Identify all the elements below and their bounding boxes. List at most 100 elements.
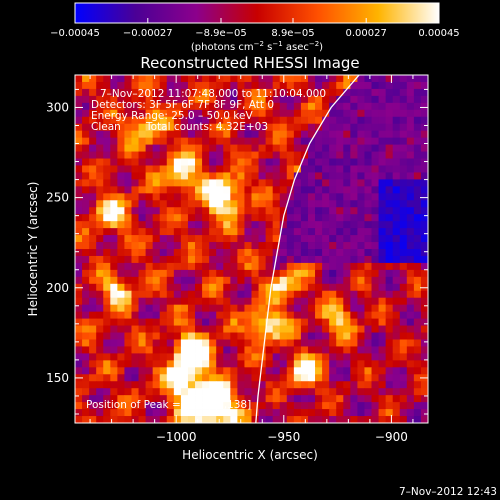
heatmap-cell xyxy=(371,325,379,333)
heatmap-cell xyxy=(89,75,97,83)
heatmap-cell xyxy=(244,262,252,271)
heatmap-cell xyxy=(103,255,111,264)
heatmap-cell xyxy=(82,409,90,417)
heatmap-cell xyxy=(336,130,344,139)
heatmap-cell xyxy=(138,416,146,423)
heatmap-cell xyxy=(223,416,231,423)
footer-timestamp: 7–Nov–2012 12:43 xyxy=(399,486,497,498)
heatmap-cell xyxy=(392,207,401,215)
heatmap-cell xyxy=(258,130,267,139)
heatmap-cell xyxy=(357,311,365,319)
heatmap-cell xyxy=(364,304,372,313)
heatmap-cell xyxy=(406,88,415,97)
heatmap-cell xyxy=(350,144,358,152)
heatmap-cell xyxy=(286,123,295,132)
heatmap-cell xyxy=(406,255,415,264)
heatmap-cell xyxy=(385,269,394,278)
heatmap-cell xyxy=(279,109,288,118)
heatmap-cell xyxy=(265,276,274,285)
heatmap-cell xyxy=(159,137,168,145)
heatmap-cell xyxy=(293,242,302,250)
heatmap-cell xyxy=(300,262,309,271)
heatmap-cell xyxy=(272,409,281,417)
heatmap-cell xyxy=(166,367,175,375)
heatmap-cell xyxy=(223,325,231,333)
heatmap-cell xyxy=(244,179,252,187)
heatmap-cell xyxy=(357,409,365,417)
heatmap-cell xyxy=(138,283,146,292)
heatmap-cell xyxy=(216,297,224,306)
heatmap-cell xyxy=(124,409,132,417)
heatmap-cell xyxy=(152,158,161,166)
heatmap-cell xyxy=(110,221,118,229)
heatmap-cell xyxy=(180,255,189,264)
heatmap-cell xyxy=(371,158,379,166)
heatmap-cell xyxy=(89,332,97,340)
heatmap-cell xyxy=(413,193,422,201)
heatmap-cell xyxy=(145,75,154,83)
heatmap-cell xyxy=(82,318,90,326)
heatmap-cell xyxy=(216,360,224,368)
heatmap-cell xyxy=(166,318,175,326)
heatmap-cell xyxy=(82,144,90,152)
heatmap-cell xyxy=(145,325,154,333)
heatmap-cell xyxy=(117,290,125,299)
heatmap-cell xyxy=(173,130,182,139)
heatmap-cell xyxy=(173,339,182,347)
heatmap-cell xyxy=(230,95,238,104)
heatmap-cell xyxy=(385,123,394,132)
heatmap-cell xyxy=(230,200,238,208)
heatmap-cell xyxy=(300,200,309,208)
heatmap-cell xyxy=(202,339,210,347)
heatmap-cell xyxy=(293,137,302,145)
heatmap-cell xyxy=(265,228,274,236)
heatmap-cell xyxy=(258,165,267,173)
heatmap-cell xyxy=(124,95,132,104)
heatmap-cell xyxy=(103,311,111,319)
heatmap-cell xyxy=(89,318,97,326)
heatmap-cell xyxy=(103,346,111,354)
heatmap-cell xyxy=(244,207,252,215)
heatmap-cell xyxy=(202,374,210,382)
heatmap-cell xyxy=(159,255,168,264)
heatmap-cell xyxy=(187,416,196,423)
heatmap-cell xyxy=(230,395,238,403)
heatmap-cell xyxy=(251,221,259,229)
heatmap-cell xyxy=(195,207,203,215)
heatmap-cell xyxy=(173,172,182,180)
heatmap-cell xyxy=(138,388,146,396)
heatmap-cell xyxy=(272,130,281,139)
heatmap-cell xyxy=(357,353,365,361)
heatmap-cell xyxy=(110,395,118,403)
heatmap-cell xyxy=(336,221,344,229)
heatmap-cell xyxy=(399,283,408,292)
heatmap-cell xyxy=(420,297,428,306)
heatmap-cell xyxy=(307,228,316,236)
heatmap-cell xyxy=(187,207,196,215)
heatmap-cell xyxy=(159,304,168,313)
heatmap-cell xyxy=(300,95,309,104)
heatmap-cell xyxy=(223,130,231,139)
heatmap-cell xyxy=(329,186,337,194)
heatmap-cell xyxy=(152,367,161,375)
heatmap-cell xyxy=(406,276,415,285)
heatmap-cell xyxy=(371,165,379,173)
heatmap-cell xyxy=(364,276,372,285)
heatmap-cell xyxy=(152,221,161,229)
heatmap-cell xyxy=(166,165,175,173)
heatmap-cell xyxy=(166,290,175,299)
heatmap-cell xyxy=(322,207,330,215)
heatmap-cell xyxy=(159,228,168,236)
heatmap-cell xyxy=(265,81,274,90)
heatmap-cell xyxy=(307,179,316,187)
heatmap-cell xyxy=(152,311,161,319)
heatmap-cell xyxy=(293,318,302,326)
heatmap-cell xyxy=(223,221,231,229)
heatmap-cell xyxy=(350,165,358,173)
heatmap-cell xyxy=(131,123,139,132)
heatmap-cell xyxy=(251,409,259,417)
heatmap-cell xyxy=(385,116,394,125)
heatmap-cell xyxy=(329,75,337,83)
heatmap-cell xyxy=(216,116,224,125)
heatmap-cell xyxy=(392,123,401,132)
